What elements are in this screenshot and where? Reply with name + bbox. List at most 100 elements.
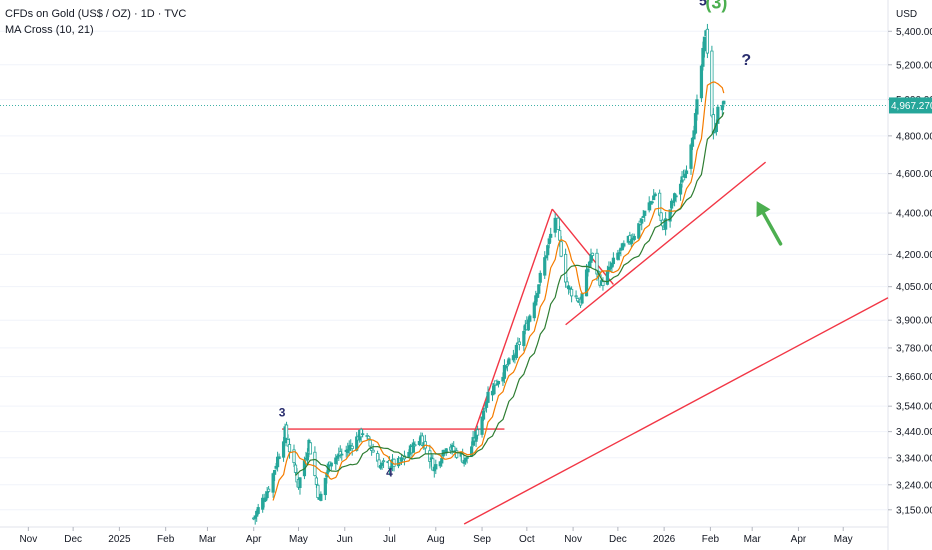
price-tick-label: 3,540.000 — [896, 402, 932, 413]
time-tick-label: Jun — [337, 534, 353, 545]
wave-5-label: 5 — [699, 0, 707, 8]
candle-body — [380, 462, 384, 466]
candle-body — [381, 460, 386, 463]
candle-body — [641, 216, 645, 218]
time-tick-label: 2026 — [653, 534, 676, 545]
candle-body — [480, 416, 484, 435]
candle-body — [455, 450, 459, 458]
candle-body — [287, 444, 292, 453]
time-tick-label: Apr — [791, 534, 807, 545]
currency-label[interactable]: USD — [896, 9, 917, 20]
candle-body — [256, 507, 260, 514]
moving-averages-layer — [272, 81, 725, 501]
candle-body — [517, 341, 521, 345]
price-tick-label: 3,900.000 — [896, 316, 932, 327]
candle-body — [334, 457, 338, 465]
candle-body — [558, 230, 562, 241]
candle-body — [528, 315, 532, 322]
candle-body — [264, 497, 268, 502]
candle-body — [543, 257, 547, 276]
time-tick-label: May — [289, 534, 308, 545]
candle-body — [672, 193, 677, 202]
price-tick-label: 5,200.000 — [896, 60, 932, 71]
candle-body — [319, 493, 323, 501]
candle-body — [475, 429, 480, 436]
candle-body — [507, 358, 511, 365]
candle-body — [544, 255, 548, 259]
candle-body — [440, 457, 444, 464]
candle-body — [674, 195, 678, 198]
time-tick-label: Sep — [473, 534, 491, 545]
candle-body — [716, 106, 720, 124]
candle-body — [695, 99, 699, 115]
candle-body — [586, 268, 590, 273]
price-tick-label: 4,050.000 — [896, 282, 932, 293]
candle-body — [705, 28, 710, 54]
candle-body — [650, 201, 654, 204]
time-tick-label: Jul — [383, 534, 396, 545]
wave-3-major-label: (3) — [705, 0, 727, 13]
candle-body — [434, 464, 438, 470]
candle-body — [653, 193, 657, 197]
candle-body — [616, 252, 620, 260]
candle-body — [671, 201, 675, 204]
candle-body — [601, 281, 605, 287]
question-mark-label: ? — [741, 52, 751, 69]
candle-body — [611, 257, 615, 265]
trendline-long-term-support — [463, 297, 889, 525]
candle-body — [622, 243, 626, 247]
price-tick-label: 3,660.000 — [896, 372, 932, 383]
indicator-label[interactable]: MA Cross (10, 21) — [5, 24, 94, 36]
candle-body — [720, 105, 724, 111]
candle-body — [284, 424, 289, 439]
candle-body — [267, 488, 271, 492]
candle-body — [547, 238, 551, 244]
candle-body — [678, 183, 683, 195]
candle-body — [640, 218, 644, 224]
candle-body — [684, 170, 689, 175]
candle-body — [292, 449, 296, 463]
price-axis[interactable]: 5,400.0005,200.0005,000.0004,800.0004,60… — [888, 27, 932, 517]
time-tick-label: May — [834, 534, 853, 545]
candle-body — [699, 65, 704, 99]
candle-body — [277, 456, 281, 459]
time-tick-label: Feb — [157, 534, 175, 545]
time-tick-label: Apr — [246, 534, 262, 545]
time-axis[interactable]: Nov Dec 2025 Feb Mar Apr May Jun Jul Aug Sep Oct Nov… — [19, 527, 853, 545]
candle-body — [298, 477, 302, 488]
candle-body — [538, 272, 542, 283]
candle-body — [465, 457, 469, 459]
candle-body — [486, 391, 490, 403]
price-tick-label: 4,800.000 — [896, 131, 932, 142]
candle-body — [564, 253, 568, 283]
candle-body — [575, 298, 580, 302]
candles-layer — [252, 23, 726, 525]
wave-3-minor-label: 3 — [279, 405, 286, 419]
candle-body — [702, 36, 707, 52]
time-tick-label: 2025 — [108, 534, 131, 545]
candle-body — [546, 245, 550, 256]
candle-body — [308, 442, 313, 455]
candle-body — [271, 473, 275, 493]
time-tick-label: Oct — [519, 534, 535, 545]
candle-body — [643, 210, 647, 216]
last-price-badge — [889, 97, 932, 114]
candle-body — [316, 484, 320, 498]
candle-body — [549, 233, 553, 238]
candle-body — [556, 217, 560, 230]
chart-title: CFDs on Gold (US$ / OZ) · 1D · TVC — [5, 8, 186, 20]
ma-fast-line — [272, 81, 725, 501]
candle-body — [522, 330, 526, 347]
price-tick-label: 3,150.000 — [896, 505, 932, 516]
time-tick-label: Feb — [702, 534, 720, 545]
candle-body — [273, 470, 277, 475]
candle-body — [314, 477, 318, 485]
candle-body — [417, 441, 421, 445]
candle-body — [652, 195, 656, 201]
wave-4-label: 4 — [386, 466, 393, 480]
candle-body — [313, 451, 317, 476]
candle-body — [632, 235, 636, 240]
candle-body — [664, 218, 668, 230]
price-tick-label: 3,440.000 — [896, 427, 932, 438]
